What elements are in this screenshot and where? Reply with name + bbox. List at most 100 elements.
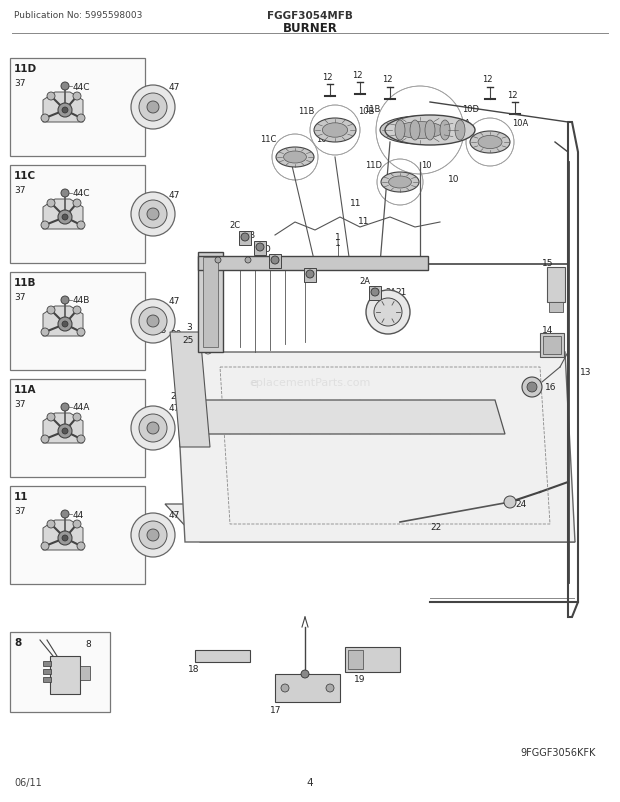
Circle shape bbox=[275, 257, 281, 264]
Text: 44B: 44B bbox=[73, 296, 91, 305]
Ellipse shape bbox=[314, 119, 356, 143]
Bar bbox=[10, 379, 145, 477]
Bar bbox=[203, 257, 218, 347]
Text: 20: 20 bbox=[170, 330, 182, 339]
Text: 2B: 2B bbox=[244, 231, 255, 241]
Text: e: e bbox=[250, 378, 257, 387]
Circle shape bbox=[73, 93, 81, 101]
Bar bbox=[198, 253, 223, 353]
Circle shape bbox=[374, 298, 402, 326]
Text: 11D: 11D bbox=[14, 64, 37, 74]
Text: 11B: 11B bbox=[298, 107, 314, 115]
Text: 2A: 2A bbox=[385, 288, 396, 297]
Text: 12: 12 bbox=[352, 71, 362, 79]
Text: 25: 25 bbox=[182, 336, 193, 345]
Circle shape bbox=[73, 414, 81, 422]
Text: 22: 22 bbox=[430, 523, 441, 532]
Bar bbox=[43, 661, 51, 666]
Circle shape bbox=[326, 684, 334, 692]
Text: 37: 37 bbox=[14, 293, 25, 302]
Circle shape bbox=[58, 424, 72, 439]
Circle shape bbox=[522, 378, 542, 398]
Text: 47: 47 bbox=[169, 190, 180, 199]
Text: 10D: 10D bbox=[462, 104, 479, 113]
Circle shape bbox=[504, 496, 516, 508]
Polygon shape bbox=[43, 520, 83, 550]
Ellipse shape bbox=[283, 152, 306, 164]
Circle shape bbox=[62, 322, 68, 327]
Circle shape bbox=[41, 221, 49, 229]
Circle shape bbox=[147, 316, 159, 327]
Bar bbox=[43, 669, 51, 674]
Circle shape bbox=[241, 233, 249, 241]
Text: BURNER: BURNER bbox=[283, 22, 337, 34]
Bar bbox=[10, 632, 110, 712]
Circle shape bbox=[73, 306, 81, 314]
Text: FGGF3054MFB: FGGF3054MFB bbox=[267, 11, 353, 21]
Text: 23: 23 bbox=[155, 326, 166, 335]
Ellipse shape bbox=[410, 121, 420, 141]
Circle shape bbox=[73, 200, 81, 208]
Text: 8: 8 bbox=[14, 638, 21, 647]
Text: 37: 37 bbox=[14, 399, 25, 408]
Ellipse shape bbox=[395, 121, 405, 141]
Text: 19: 19 bbox=[354, 674, 366, 683]
Bar bbox=[345, 647, 400, 672]
Text: 11C: 11C bbox=[260, 136, 277, 144]
Circle shape bbox=[47, 306, 55, 314]
Circle shape bbox=[47, 200, 55, 208]
Circle shape bbox=[147, 423, 159, 435]
Text: 15: 15 bbox=[542, 258, 554, 267]
Text: 11A: 11A bbox=[14, 384, 37, 395]
Text: 12: 12 bbox=[482, 75, 492, 84]
Circle shape bbox=[62, 107, 68, 114]
Bar bbox=[239, 232, 251, 245]
Polygon shape bbox=[43, 93, 83, 123]
Text: 10C: 10C bbox=[316, 136, 332, 144]
Circle shape bbox=[371, 289, 379, 297]
Text: 2A: 2A bbox=[359, 276, 370, 286]
Bar bbox=[540, 334, 564, 358]
Ellipse shape bbox=[478, 136, 502, 149]
Text: 11: 11 bbox=[14, 492, 29, 501]
Ellipse shape bbox=[470, 132, 510, 154]
Circle shape bbox=[215, 257, 221, 264]
Ellipse shape bbox=[276, 148, 314, 168]
Circle shape bbox=[271, 257, 279, 265]
Ellipse shape bbox=[380, 117, 460, 145]
Text: 10B: 10B bbox=[358, 107, 374, 115]
Text: 44C: 44C bbox=[73, 83, 91, 91]
Circle shape bbox=[61, 403, 69, 411]
Bar bbox=[10, 273, 145, 371]
Circle shape bbox=[281, 684, 289, 692]
Polygon shape bbox=[43, 306, 83, 337]
Text: 47: 47 bbox=[169, 83, 180, 92]
Circle shape bbox=[58, 532, 72, 545]
Ellipse shape bbox=[396, 123, 444, 140]
Text: 2: 2 bbox=[294, 258, 299, 267]
Text: 18: 18 bbox=[188, 665, 200, 674]
Text: 47: 47 bbox=[169, 511, 180, 520]
Text: 3: 3 bbox=[186, 323, 192, 332]
Bar bbox=[269, 255, 281, 269]
Circle shape bbox=[41, 115, 49, 123]
Text: 47: 47 bbox=[169, 404, 180, 413]
Circle shape bbox=[61, 297, 69, 305]
Text: 11D: 11D bbox=[365, 160, 382, 169]
Circle shape bbox=[62, 535, 68, 541]
Polygon shape bbox=[170, 333, 210, 448]
Ellipse shape bbox=[385, 115, 475, 146]
Circle shape bbox=[62, 215, 68, 221]
Text: 8: 8 bbox=[85, 640, 91, 649]
Ellipse shape bbox=[381, 172, 419, 192]
Text: 9FGGF3056KFK: 9FGGF3056KFK bbox=[521, 747, 596, 757]
Circle shape bbox=[139, 94, 167, 122]
Bar bbox=[10, 486, 145, 585]
Circle shape bbox=[139, 415, 167, 443]
Text: 12: 12 bbox=[382, 75, 392, 84]
Text: 2D: 2D bbox=[259, 244, 271, 253]
Bar bbox=[10, 166, 145, 264]
Text: 11C: 11C bbox=[14, 171, 36, 180]
Polygon shape bbox=[165, 504, 575, 542]
Text: 11B: 11B bbox=[14, 277, 37, 288]
